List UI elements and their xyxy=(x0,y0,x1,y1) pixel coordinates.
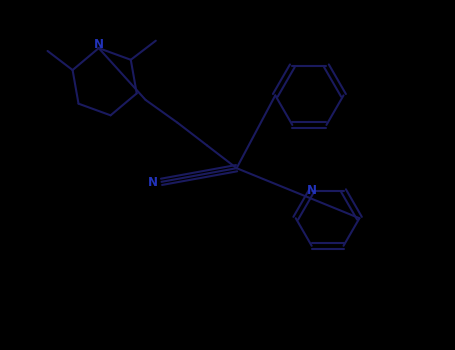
Text: N: N xyxy=(94,38,104,51)
Text: N: N xyxy=(148,176,158,189)
Text: N: N xyxy=(307,184,317,197)
